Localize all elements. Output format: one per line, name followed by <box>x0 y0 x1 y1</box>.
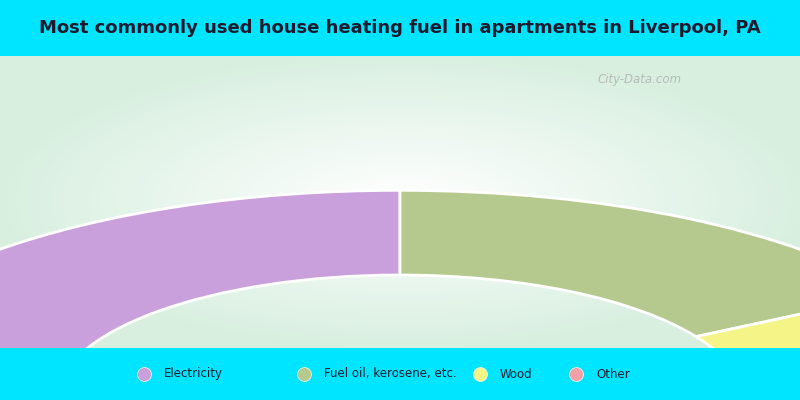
Wedge shape <box>400 190 800 337</box>
Wedge shape <box>696 294 800 373</box>
Text: Most commonly used house heating fuel in apartments in Liverpool, PA: Most commonly used house heating fuel in… <box>39 19 761 37</box>
Text: Fuel oil, kerosene, etc.: Fuel oil, kerosene, etc. <box>324 368 457 380</box>
Text: Wood: Wood <box>500 368 533 380</box>
Text: Electricity: Electricity <box>164 368 223 380</box>
Text: Other: Other <box>596 368 630 380</box>
Wedge shape <box>736 355 800 400</box>
Wedge shape <box>0 190 400 400</box>
Text: City-Data.com: City-Data.com <box>598 73 682 86</box>
